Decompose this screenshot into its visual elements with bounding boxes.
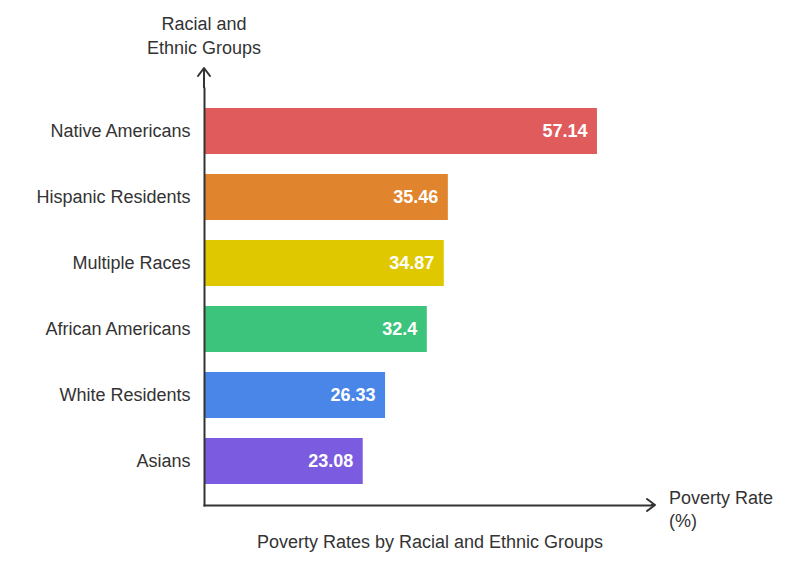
svg-text:26.33: 26.33 xyxy=(331,385,376,405)
svg-text:Native Americans: Native Americans xyxy=(50,121,190,141)
svg-text:White Residents: White Residents xyxy=(59,385,190,405)
svg-text:Poverty Rates by Racial and Et: Poverty Rates by Racial and Ethnic Group… xyxy=(257,532,603,552)
svg-text:Multiple Races: Multiple Races xyxy=(72,253,190,273)
svg-text:57.14: 57.14 xyxy=(542,121,587,141)
svg-text:23.08: 23.08 xyxy=(308,451,353,471)
svg-text:Asians: Asians xyxy=(136,451,190,471)
svg-text:Hispanic Residents: Hispanic Residents xyxy=(36,187,190,207)
svg-text:African Americans: African Americans xyxy=(45,319,190,339)
svg-text:32.4: 32.4 xyxy=(382,319,417,339)
svg-text:35.46: 35.46 xyxy=(393,187,438,207)
svg-text:Racial andEthnic Groups: Racial andEthnic Groups xyxy=(147,14,261,58)
svg-text:34.87: 34.87 xyxy=(389,253,434,273)
svg-text:Poverty Rate(%): Poverty Rate(%) xyxy=(669,488,773,531)
